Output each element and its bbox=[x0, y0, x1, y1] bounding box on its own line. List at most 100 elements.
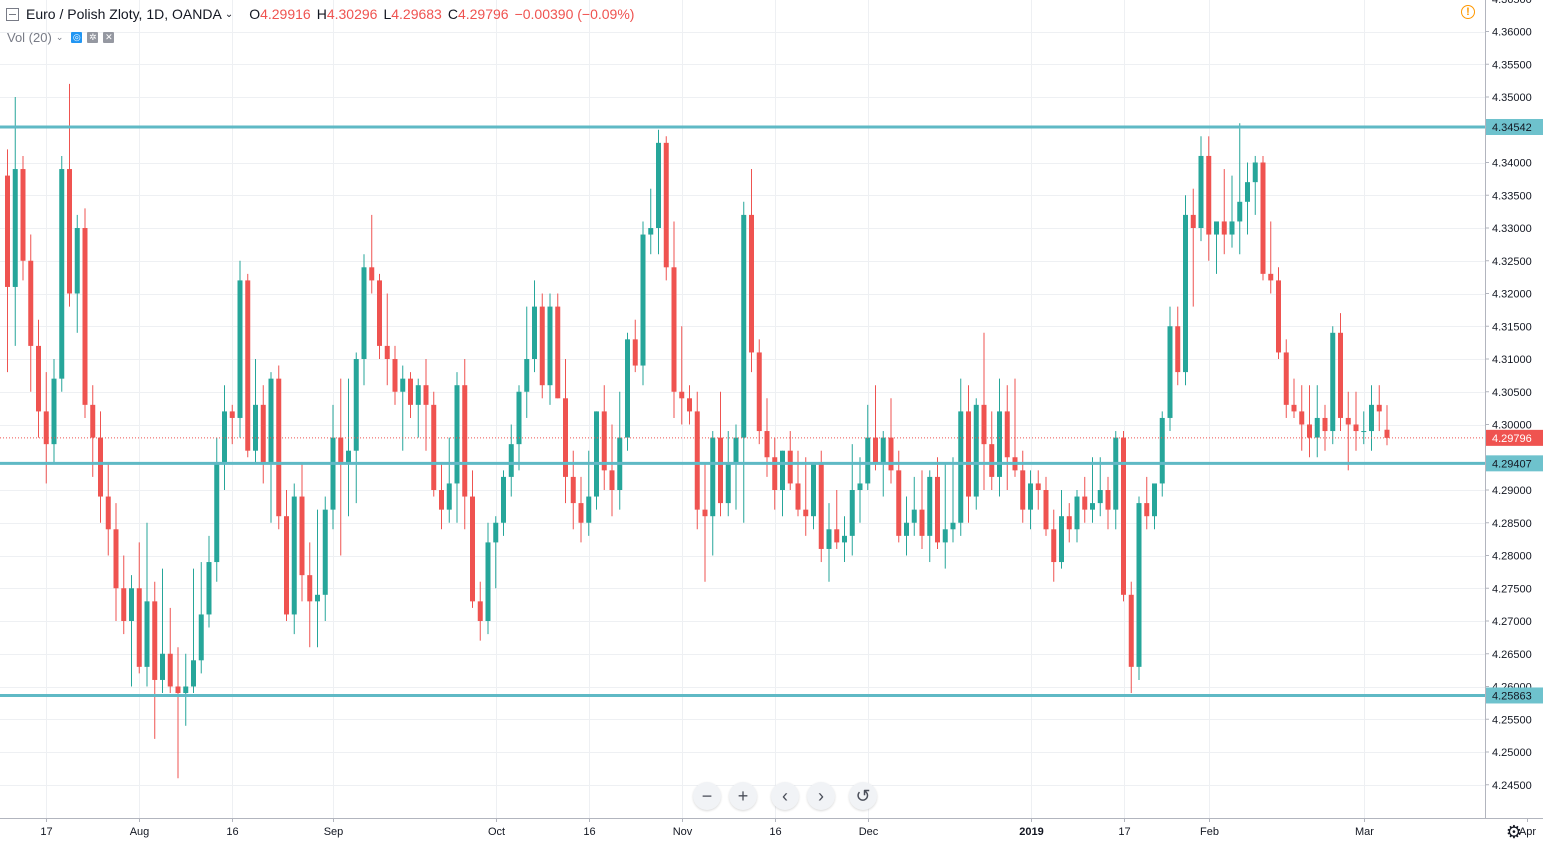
price-tick-label: 4.30000 bbox=[1492, 420, 1532, 432]
candle bbox=[942, 463, 948, 569]
candle bbox=[1113, 431, 1119, 530]
candle-body bbox=[74, 228, 80, 294]
settings-small-icon[interactable]: ✲ bbox=[87, 32, 99, 43]
price-tick-label: 4.28000 bbox=[1492, 551, 1532, 563]
candle-body bbox=[1276, 280, 1281, 353]
candle bbox=[1307, 385, 1312, 458]
candle-body bbox=[625, 339, 630, 438]
candle bbox=[648, 188, 654, 255]
candle bbox=[439, 463, 444, 530]
scroll-right-button[interactable]: › bbox=[807, 782, 835, 810]
volume-menu-chevron-icon[interactable]: ⌄ bbox=[55, 32, 64, 42]
candle-body bbox=[1183, 214, 1188, 373]
reset-chart-button[interactable]: ↺ bbox=[849, 782, 877, 810]
candle bbox=[679, 326, 685, 425]
candle bbox=[28, 234, 34, 392]
scroll-left-button[interactable]: ‹ bbox=[771, 782, 799, 810]
candle bbox=[563, 359, 568, 504]
candle-body bbox=[307, 575, 313, 602]
price-tick-label: 4.35000 bbox=[1492, 92, 1532, 104]
candle-body bbox=[1198, 155, 1204, 228]
remove-indicator-icon[interactable]: ✕ bbox=[103, 32, 115, 43]
candle-body bbox=[90, 404, 96, 438]
candle-body bbox=[1113, 437, 1119, 510]
candle-body bbox=[322, 509, 328, 595]
candle bbox=[330, 404, 336, 530]
price-tick-label: 4.27000 bbox=[1492, 616, 1532, 628]
candle-body bbox=[710, 437, 716, 517]
chart-legend: Euro / Polish Zloty, 1D, OANDA ⌄ O4.2991… bbox=[6, 4, 634, 24]
candle-body bbox=[245, 280, 251, 451]
candle-body bbox=[1128, 594, 1134, 667]
candle bbox=[1074, 490, 1080, 543]
candle-body bbox=[369, 267, 375, 281]
candle-body bbox=[1028, 483, 1033, 510]
settings-gear-icon[interactable]: ⚙ bbox=[1505, 821, 1523, 842]
time-axis-background bbox=[0, 818, 1543, 855]
candle bbox=[129, 575, 134, 687]
candle bbox=[842, 516, 847, 563]
candle bbox=[973, 398, 979, 510]
candle-body bbox=[454, 385, 460, 484]
candle bbox=[229, 404, 235, 445]
candle-body bbox=[539, 306, 545, 386]
candle-body bbox=[1268, 273, 1274, 281]
candle-body bbox=[679, 391, 685, 399]
candle bbox=[284, 490, 289, 621]
symbol-title[interactable]: Euro / Polish Zloty, 1D, OANDA bbox=[26, 6, 222, 22]
candle-body bbox=[346, 450, 351, 464]
candle bbox=[299, 463, 305, 602]
candle-body bbox=[59, 169, 65, 379]
candle-body bbox=[105, 496, 111, 530]
candle-body bbox=[687, 398, 692, 412]
candle bbox=[780, 450, 785, 517]
candle-body bbox=[36, 345, 41, 412]
candle bbox=[1144, 476, 1150, 530]
candle-body bbox=[1283, 352, 1289, 405]
candle bbox=[857, 457, 863, 523]
candle-body bbox=[121, 588, 127, 621]
candle bbox=[1314, 385, 1320, 458]
candle-body bbox=[780, 450, 785, 490]
level-price-label: 4.25863 bbox=[1486, 687, 1543, 704]
candle-body bbox=[446, 483, 452, 510]
zoom-out-button[interactable]: − bbox=[693, 782, 721, 810]
candle-body bbox=[1082, 496, 1088, 510]
candle-body bbox=[144, 601, 150, 667]
candle bbox=[849, 444, 855, 556]
candle bbox=[1020, 450, 1026, 523]
time-axis: 17Aug16SepOct16Nov16Dec201917FebMarApr16 bbox=[0, 818, 1543, 855]
level-price-label: 4.29407 bbox=[1486, 455, 1543, 472]
candle bbox=[1214, 221, 1219, 274]
symbol-menu-chevron-icon[interactable]: ⌄ bbox=[224, 8, 234, 20]
volume-indicator-label[interactable]: Vol (20) bbox=[7, 30, 52, 45]
candle bbox=[144, 522, 150, 687]
candle bbox=[586, 450, 592, 536]
level-label-text: 4.34542 bbox=[1492, 122, 1532, 134]
candle bbox=[67, 83, 72, 307]
candle-body bbox=[423, 385, 429, 405]
candle bbox=[237, 260, 243, 438]
candles bbox=[5, 83, 1390, 779]
candle bbox=[206, 535, 212, 628]
candle-body bbox=[214, 463, 220, 563]
candle bbox=[1128, 581, 1134, 694]
candle bbox=[1338, 313, 1343, 432]
candle-body bbox=[733, 437, 739, 464]
visibility-icon[interactable]: ◎ bbox=[71, 32, 83, 43]
candle-body bbox=[904, 522, 909, 536]
candle bbox=[183, 653, 189, 726]
collapse-legend-icon[interactable] bbox=[6, 7, 19, 21]
candle-body bbox=[609, 470, 615, 490]
candle bbox=[493, 516, 499, 589]
candle bbox=[1198, 136, 1204, 242]
candle bbox=[555, 293, 561, 399]
candle bbox=[198, 562, 204, 674]
candle-body bbox=[160, 653, 165, 680]
price-tick-label: 4.35500 bbox=[1492, 59, 1532, 71]
candle bbox=[113, 503, 119, 621]
zoom-in-button[interactable]: + bbox=[729, 782, 757, 810]
warning-icon[interactable]: ! bbox=[1461, 5, 1475, 19]
candle-body bbox=[911, 509, 917, 523]
